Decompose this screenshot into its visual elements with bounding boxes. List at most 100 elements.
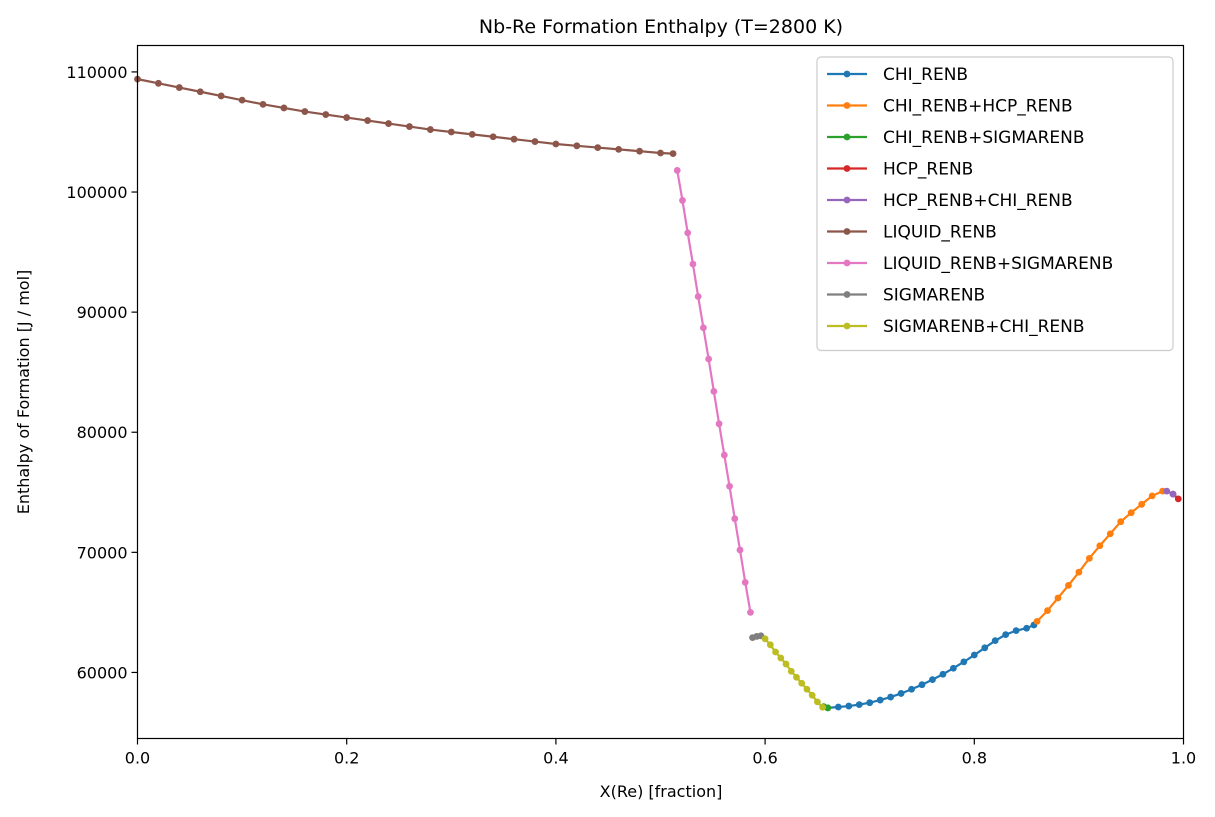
x-axis-label: X(Re) [fraction]	[600, 782, 723, 801]
y-tick-label: 100000	[66, 183, 127, 202]
legend-swatch-marker	[843, 322, 851, 330]
data-point	[1033, 618, 1041, 625]
legend-swatch-marker	[843, 165, 851, 172]
data-point	[1044, 607, 1051, 614]
data-point	[1169, 490, 1177, 498]
y-tick-label: 80000	[77, 423, 128, 442]
data-point	[301, 108, 309, 115]
legend-label: LIQUID_RENB+SIGMARENB	[883, 254, 1113, 274]
x-tick-label: 1.0	[1171, 749, 1196, 768]
data-point	[1054, 594, 1062, 602]
series-liquid_renb	[134, 75, 677, 157]
data-point	[657, 149, 664, 157]
data-point	[981, 644, 989, 652]
data-point	[715, 420, 723, 428]
legend-item: CHI_RENB+SIGMARENB	[827, 128, 1085, 148]
data-point	[259, 100, 267, 108]
data-point	[594, 144, 602, 151]
legend-label: HCP_RENB+CHI_RENB	[883, 191, 1073, 211]
data-point	[855, 701, 863, 709]
data-point	[694, 293, 702, 300]
y-axis-label: Enthalpy of Formation [J / mol]	[14, 270, 33, 515]
legend-item: SIGMARENB	[827, 286, 985, 306]
legend-label: CHI_RENB+HCP_RENB	[883, 97, 1073, 117]
data-point	[939, 670, 947, 678]
data-point	[552, 140, 560, 148]
data-point	[684, 229, 692, 237]
data-point	[819, 703, 827, 711]
data-point	[343, 114, 351, 121]
legend-label: LIQUID_RENB	[883, 223, 997, 243]
legend-swatch-marker	[843, 228, 851, 235]
data-point	[615, 145, 623, 153]
data-point	[636, 147, 643, 155]
data-point	[238, 96, 246, 104]
series-chi_renb	[824, 621, 1038, 712]
data-point	[196, 88, 204, 96]
legend-item: CHI_RENB+HCP_RENB	[827, 97, 1073, 117]
series-line	[137, 78, 674, 155]
series-chi_renb+hcp_renb	[1033, 487, 1166, 625]
series-sigmarenb+chi_renb	[761, 635, 827, 711]
series-line	[827, 623, 1035, 709]
data-point	[406, 123, 413, 130]
data-point	[531, 138, 539, 145]
data-point	[726, 482, 733, 490]
x-tick-label: 0.6	[752, 749, 777, 768]
data-point	[679, 197, 686, 204]
legend-item: HCP_RENB+CHI_RENB	[827, 191, 1073, 211]
data-point	[808, 691, 816, 699]
data-point	[155, 79, 162, 87]
data-point	[1096, 542, 1104, 550]
x-tick-label: 0.0	[125, 749, 150, 768]
data-point	[1117, 518, 1125, 526]
data-point	[897, 690, 905, 697]
data-point	[689, 260, 697, 268]
data-point	[960, 658, 968, 666]
data-point	[736, 546, 744, 554]
data-point	[918, 681, 926, 689]
legend-label: HCP_RENB	[883, 160, 973, 180]
data-point	[777, 654, 785, 662]
legend-label: SIGMARENB+CHI_RENB	[883, 317, 1085, 337]
legend-label: SIGMARENB	[883, 286, 985, 306]
y-tick-label: 110000	[66, 63, 127, 82]
legend-item: LIQUID_RENB+SIGMARENB	[827, 254, 1113, 274]
data-point	[699, 324, 707, 332]
data-point	[1138, 500, 1146, 508]
data-point	[1075, 568, 1083, 576]
x-tick-label: 0.8	[962, 749, 987, 768]
legend-swatch-marker	[843, 102, 851, 109]
data-point	[741, 578, 749, 586]
legend-label: CHI_RENB+SIGMARENB	[883, 128, 1085, 148]
legend-box	[816, 56, 1174, 352]
legend-item: CHI_RENB	[827, 65, 968, 85]
data-point	[1085, 554, 1093, 562]
data-point	[364, 117, 372, 124]
data-point	[1163, 487, 1171, 495]
data-point	[845, 702, 853, 710]
data-point	[866, 699, 874, 707]
data-point	[908, 685, 915, 693]
data-point	[673, 167, 681, 174]
data-point	[747, 608, 754, 616]
data-point	[887, 693, 895, 701]
x-tick-label: 0.4	[543, 749, 568, 768]
y-tick-label: 60000	[77, 663, 128, 682]
data-point	[322, 111, 330, 118]
plot-area	[134, 75, 1182, 712]
y-tick-label: 90000	[77, 303, 128, 322]
data-point	[1065, 581, 1072, 589]
data-point	[720, 451, 728, 459]
data-point	[772, 648, 779, 656]
data-point	[824, 704, 832, 712]
data-point	[991, 637, 999, 645]
data-point	[175, 84, 183, 91]
legend-swatch-marker	[843, 133, 851, 141]
legend-item: HCP_RENB	[827, 160, 973, 180]
data-point	[766, 641, 774, 649]
data-point	[787, 667, 795, 675]
data-point	[1174, 495, 1182, 503]
data-point	[573, 142, 581, 150]
